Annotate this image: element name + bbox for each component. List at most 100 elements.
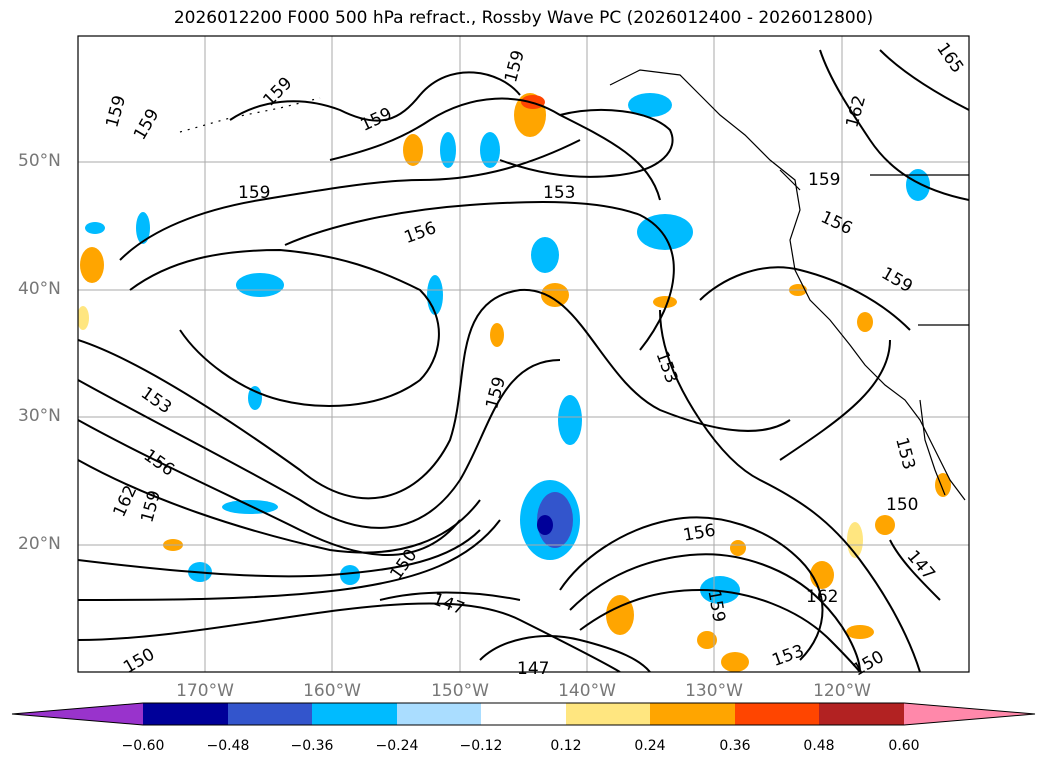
negative-anomaly-blob xyxy=(427,275,443,315)
contour-153 xyxy=(579,588,861,672)
negative-anomaly-blob xyxy=(628,93,672,117)
plot-frame xyxy=(77,35,970,673)
colorbar-tick-label: −0.12 xyxy=(459,738,503,754)
contour-159 xyxy=(119,139,581,261)
contour-label: 162 xyxy=(806,587,838,607)
colorbar-tick-label: 0.36 xyxy=(719,738,751,754)
colorbar-low-extend xyxy=(12,703,143,725)
colorbar-outline xyxy=(11,702,1036,726)
anomaly-shading xyxy=(78,93,951,672)
contour-159 xyxy=(559,516,824,661)
colorbar-segment xyxy=(566,703,650,725)
colorbar-segment xyxy=(481,703,566,725)
colorbar-tick-label: −0.60 xyxy=(121,738,165,754)
contour-147 xyxy=(379,591,521,601)
positive-anomaly-blob xyxy=(541,283,569,307)
lon-label-160w: 160°W xyxy=(303,681,361,701)
positive-anomaly-blob xyxy=(403,134,423,166)
negative-anomaly-blob xyxy=(136,212,150,244)
colorbar-segment xyxy=(312,703,397,725)
negative-anomaly-blob xyxy=(222,500,278,514)
north-america-coast xyxy=(609,69,966,501)
colorbar-segment xyxy=(819,703,904,725)
colorbar-tick-label: 0.60 xyxy=(888,738,920,754)
negative-anomaly-blob xyxy=(480,132,500,168)
colorbar-segment xyxy=(650,703,735,725)
colorbar-tick-label: 0.12 xyxy=(550,738,582,754)
lon-label-170w: 170°W xyxy=(176,681,234,701)
positive-anomaly-blob xyxy=(875,515,895,535)
height-contours xyxy=(78,49,969,672)
positive-anomaly-blob xyxy=(490,323,504,347)
lon-label-120w: 120°W xyxy=(813,681,871,701)
negative-anomaly-blob xyxy=(340,565,360,585)
coastline xyxy=(179,69,969,501)
negative-anomaly-blob xyxy=(906,169,930,201)
contour-label: 150 xyxy=(886,495,918,515)
map-title: 2026012200 F000 500 hPa refract., Rossby… xyxy=(173,8,874,28)
positive-anomaly-blob xyxy=(730,540,746,556)
contour-label: 153 xyxy=(543,183,575,203)
lon-label-130w: 130°W xyxy=(685,681,743,701)
weak-positive-anomaly xyxy=(78,306,89,330)
negative-anomaly-blob xyxy=(440,132,456,168)
contour-159 xyxy=(229,71,521,122)
contour-150 xyxy=(78,519,501,601)
contour-153 xyxy=(78,288,791,500)
negative-anomaly-blob xyxy=(558,395,582,445)
colorbar-segment xyxy=(735,703,819,725)
contour-label: 147 xyxy=(517,659,549,679)
vancouver-island xyxy=(779,169,801,191)
colorbar-segment xyxy=(228,703,312,725)
contour-153 xyxy=(499,109,674,178)
lat-label-40n: 40°N xyxy=(18,279,61,299)
positive-anomaly-blob xyxy=(721,652,749,672)
lat-label-50n: 50°N xyxy=(18,151,61,171)
lat-label-20n: 20°N xyxy=(18,534,61,554)
colorbar-segment xyxy=(397,703,481,725)
contour-147 xyxy=(889,539,941,601)
contour-162 xyxy=(819,49,969,201)
colorbar-high-extend xyxy=(904,703,1035,725)
contour-150 xyxy=(779,339,891,461)
colorbar-tick-label: −0.24 xyxy=(375,738,419,754)
contour-159 xyxy=(699,266,911,331)
lon-label-140w: 140°W xyxy=(558,681,616,701)
positive-anomaly-blob xyxy=(697,631,717,649)
contour-153 xyxy=(659,309,921,672)
contour-165 xyxy=(879,49,969,111)
contour-label: 159 xyxy=(808,170,840,190)
contour-147 xyxy=(479,635,651,672)
contour-156 xyxy=(569,553,861,672)
contour-159 xyxy=(78,419,461,556)
contour-162 xyxy=(78,459,481,554)
negative-anomaly-blob xyxy=(637,214,693,250)
colorbar xyxy=(11,702,1036,726)
strongest-negative-anomaly xyxy=(537,515,553,535)
aleutian-islands xyxy=(179,97,321,133)
positive-anomaly-blob xyxy=(653,296,677,308)
lon-label-150w: 150°W xyxy=(431,681,489,701)
colorbar-tick-label: 0.24 xyxy=(634,738,666,754)
negative-anomaly-blob xyxy=(531,237,559,273)
contour-156 xyxy=(284,201,675,351)
negative-anomaly-blob xyxy=(85,222,105,234)
positive-anomaly-blob xyxy=(606,595,634,635)
baja-peninsula xyxy=(919,399,946,496)
colorbar-tick-label: −0.48 xyxy=(206,738,250,754)
negative-anomaly-blob xyxy=(700,576,740,604)
contour-156 xyxy=(78,359,561,529)
contour-150 xyxy=(78,529,481,578)
colorbar-tick-label: 0.48 xyxy=(803,738,835,754)
colorbar-tick-label: −0.36 xyxy=(290,738,334,754)
positive-anomaly-blob xyxy=(810,561,834,589)
contour-156 xyxy=(329,97,661,201)
contour-150 xyxy=(78,602,621,672)
negative-anomaly-blob xyxy=(236,273,284,297)
positive-anomaly-blob xyxy=(80,247,104,283)
lat-label-30n: 30°N xyxy=(18,406,61,426)
contour-159 xyxy=(129,248,440,407)
contour-label: 159 xyxy=(238,183,270,203)
positive-anomaly-blob xyxy=(857,312,873,332)
